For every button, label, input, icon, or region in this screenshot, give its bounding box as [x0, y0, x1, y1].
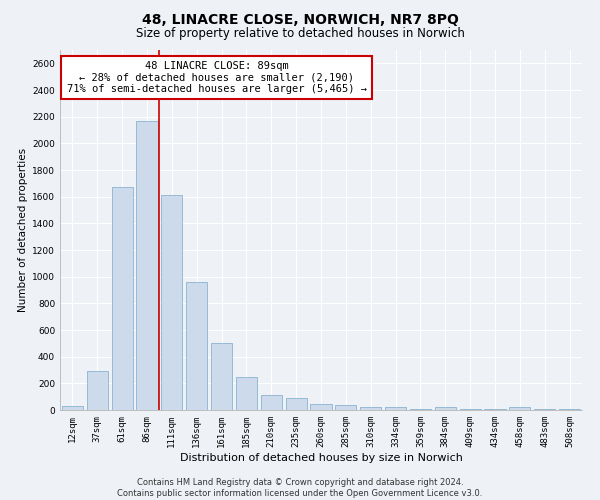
Bar	[62, 406, 83, 410]
Bar	[211, 344, 232, 410]
Bar	[261, 394, 282, 410]
Bar	[112, 188, 133, 410]
Text: 48, LINACRE CLOSE, NORWICH, NR7 8PQ: 48, LINACRE CLOSE, NORWICH, NR7 8PQ	[142, 12, 458, 26]
Bar	[335, 404, 356, 410]
Text: Contains HM Land Registry data © Crown copyright and database right 2024.
Contai: Contains HM Land Registry data © Crown c…	[118, 478, 482, 498]
Bar	[410, 408, 431, 410]
Bar	[161, 196, 182, 410]
Bar	[509, 408, 530, 410]
X-axis label: Distribution of detached houses by size in Norwich: Distribution of detached houses by size …	[179, 452, 463, 462]
Bar	[435, 408, 456, 410]
Bar	[136, 120, 158, 410]
Text: Size of property relative to detached houses in Norwich: Size of property relative to detached ho…	[136, 28, 464, 40]
Bar	[87, 372, 108, 410]
Text: 48 LINACRE CLOSE: 89sqm
← 28% of detached houses are smaller (2,190)
71% of semi: 48 LINACRE CLOSE: 89sqm ← 28% of detache…	[67, 61, 367, 94]
Bar	[559, 408, 580, 410]
Bar	[286, 398, 307, 410]
Bar	[385, 408, 406, 410]
Bar	[360, 406, 381, 410]
Bar	[236, 378, 257, 410]
Bar	[310, 404, 332, 410]
Y-axis label: Number of detached properties: Number of detached properties	[18, 148, 28, 312]
Bar	[186, 282, 207, 410]
